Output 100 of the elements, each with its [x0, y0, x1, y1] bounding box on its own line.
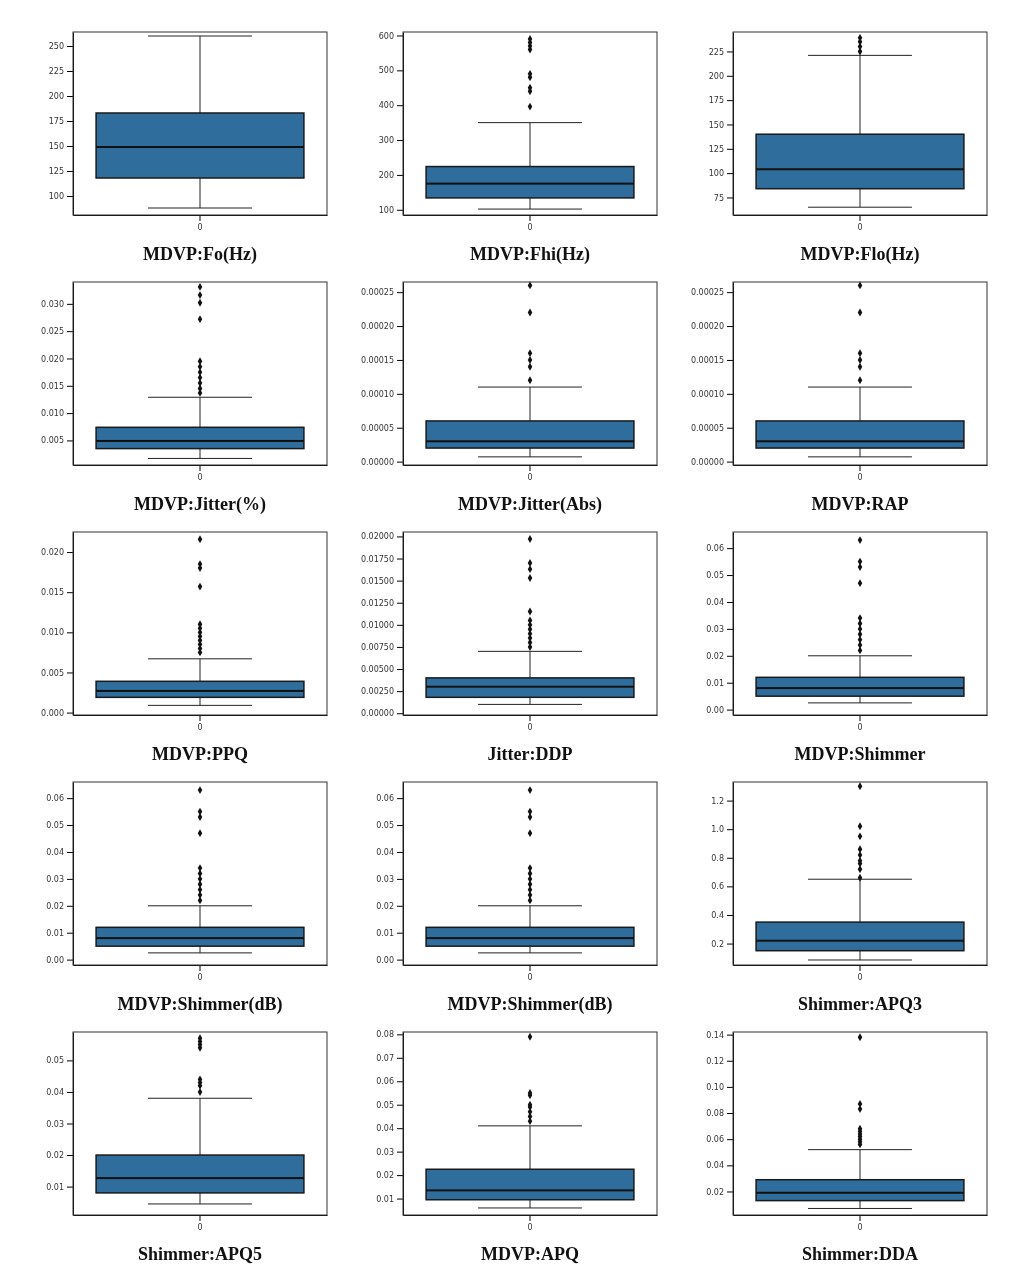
y-tick-label: 300: [378, 136, 394, 146]
y-tick-label: 0.015: [41, 588, 64, 598]
y-tick-label: 0.03: [706, 624, 724, 634]
y-tick-label: 225: [708, 47, 724, 57]
y-tick-label: 75: [713, 193, 724, 203]
y-tick-label: 100: [378, 205, 394, 215]
x-axis-title: MDVP:Shimmer(dB): [447, 994, 613, 1015]
x-axis-title: Shimmer:APQ5: [138, 1244, 262, 1264]
y-tick-label: 0.01: [706, 678, 724, 688]
x-axis-title: MDVP:Jitter(%): [134, 494, 266, 515]
y-tick-label: 0.010: [41, 409, 64, 419]
y-tick-label: 0.4: [711, 911, 724, 921]
y-tick-label: 0.02: [376, 901, 394, 911]
y-tick-label: 0.02000: [360, 532, 394, 542]
y-tick-label: 0.02: [46, 901, 64, 911]
y-tick-label: 0.04: [46, 1088, 64, 1098]
x-axis-title: MDVP:APQ: [481, 1244, 579, 1264]
y-tick-label: 0.00750: [360, 642, 394, 652]
y-tick-label: 0.01: [376, 1194, 394, 1204]
y-tick-label: 0.00000: [360, 457, 394, 467]
x-axis-title: MDVP:PPQ: [152, 744, 248, 764]
y-tick-label: 150: [48, 142, 64, 152]
y-tick-label: 200: [378, 170, 394, 180]
y-tick-label: 0.06: [46, 794, 64, 804]
y-tick-label: 0.03: [376, 1147, 394, 1157]
y-tick-label: 0.00000: [690, 457, 724, 467]
y-tick-label: 200: [708, 71, 724, 81]
y-tick-label: 0.020: [41, 354, 64, 364]
y-tick-label: 0.08: [706, 1109, 724, 1119]
y-tick-label: 1.0: [711, 825, 724, 835]
y-tick-label: 0.00005: [360, 423, 394, 433]
y-tick-label: 0.02: [376, 1171, 394, 1181]
y-tick-label: 0.00005: [690, 423, 724, 433]
y-tick-label: 0.00: [706, 705, 724, 715]
y-tick-label: 100: [708, 169, 724, 179]
y-tick-label: 0.01250: [360, 598, 394, 608]
y-tick-label: 0.01: [46, 928, 64, 938]
y-tick-label: 125: [48, 167, 64, 177]
y-tick-label: 250: [48, 42, 64, 52]
y-tick-label: 0.10: [706, 1082, 724, 1092]
y-tick-label: 0.02: [706, 1187, 724, 1197]
y-tick-label: 0.04: [46, 848, 64, 858]
y-tick-label: 200: [48, 92, 64, 102]
y-tick-label: 0.01750: [360, 554, 394, 564]
y-tick-label: 0.04: [376, 1124, 394, 1134]
x-tick-label: 0: [527, 1222, 533, 1232]
x-axis-title: MDVP:Flo(Hz): [800, 244, 920, 265]
y-tick-label: 0.05: [46, 821, 64, 831]
y-tick-label: 0.05: [376, 821, 394, 831]
y-tick-label: 0.05: [376, 1100, 394, 1110]
y-tick-label: 0.03: [376, 874, 394, 884]
y-tick-label: 175: [48, 117, 64, 127]
x-tick-label: 0: [857, 1222, 863, 1232]
x-tick-label: 0: [857, 222, 863, 232]
y-tick-label: 0.00020: [690, 322, 724, 332]
x-tick-label: 0: [197, 222, 203, 232]
x-tick-label: 0: [197, 1222, 203, 1232]
y-tick-label: 0.030: [41, 299, 64, 309]
y-tick-label: 0.04: [706, 1161, 724, 1171]
y-tick-label: 125: [708, 144, 724, 154]
y-tick-label: 0.2: [711, 939, 724, 949]
x-axis-title: MDVP:Fo(Hz): [143, 244, 257, 265]
y-tick-label: 0.06: [706, 544, 724, 554]
y-tick-label: 0.04: [706, 598, 724, 608]
y-tick-label: 0.01: [376, 928, 394, 938]
x-axis-title: MDVP:RAP: [811, 494, 909, 514]
y-tick-label: 0.06: [706, 1135, 724, 1145]
y-tick-label: 0.00250: [360, 687, 394, 697]
y-tick-label: 0.04: [376, 848, 394, 858]
y-tick-label: 0.005: [41, 668, 64, 678]
y-tick-label: 1.2: [711, 796, 724, 806]
y-tick-label: 0.01500: [360, 576, 394, 586]
x-tick-label: 0: [527, 472, 533, 482]
y-tick-label: 0.06: [376, 1077, 394, 1087]
y-tick-label: 0.06: [376, 794, 394, 804]
y-tick-label: 0.00010: [690, 389, 724, 399]
y-tick-label: 0.02: [46, 1151, 64, 1161]
y-tick-label: 0.00: [46, 955, 64, 965]
y-tick-label: 0.6: [711, 882, 724, 892]
y-tick-label: 0.00015: [690, 356, 724, 365]
y-tick-label: 0.000: [41, 708, 64, 718]
y-tick-label: 0.010: [41, 628, 64, 638]
x-tick-label: 0: [857, 472, 863, 482]
y-tick-label: 0.00010: [360, 389, 394, 399]
x-axis-title: Shimmer:APQ3: [798, 994, 922, 1014]
x-tick-label: 0: [527, 972, 533, 982]
x-tick-label: 0: [857, 722, 863, 732]
y-tick-label: 0.00: [376, 955, 394, 965]
y-tick-label: 150: [708, 120, 724, 130]
y-tick-label: 0.08: [376, 1030, 394, 1040]
y-tick-label: 0.00000: [360, 709, 394, 719]
x-axis-title: MDVP:Shimmer: [794, 744, 926, 764]
y-tick-label: 0.8: [711, 853, 724, 863]
y-tick-label: 0.07: [376, 1053, 394, 1063]
x-axis-title: Jitter:DDP: [487, 744, 573, 764]
y-tick-label: 0.00020: [360, 322, 394, 332]
x-tick-label: 0: [857, 972, 863, 982]
x-tick-label: 0: [197, 972, 203, 982]
y-tick-label: 100: [48, 192, 64, 202]
y-tick-label: 0.03: [46, 874, 64, 884]
